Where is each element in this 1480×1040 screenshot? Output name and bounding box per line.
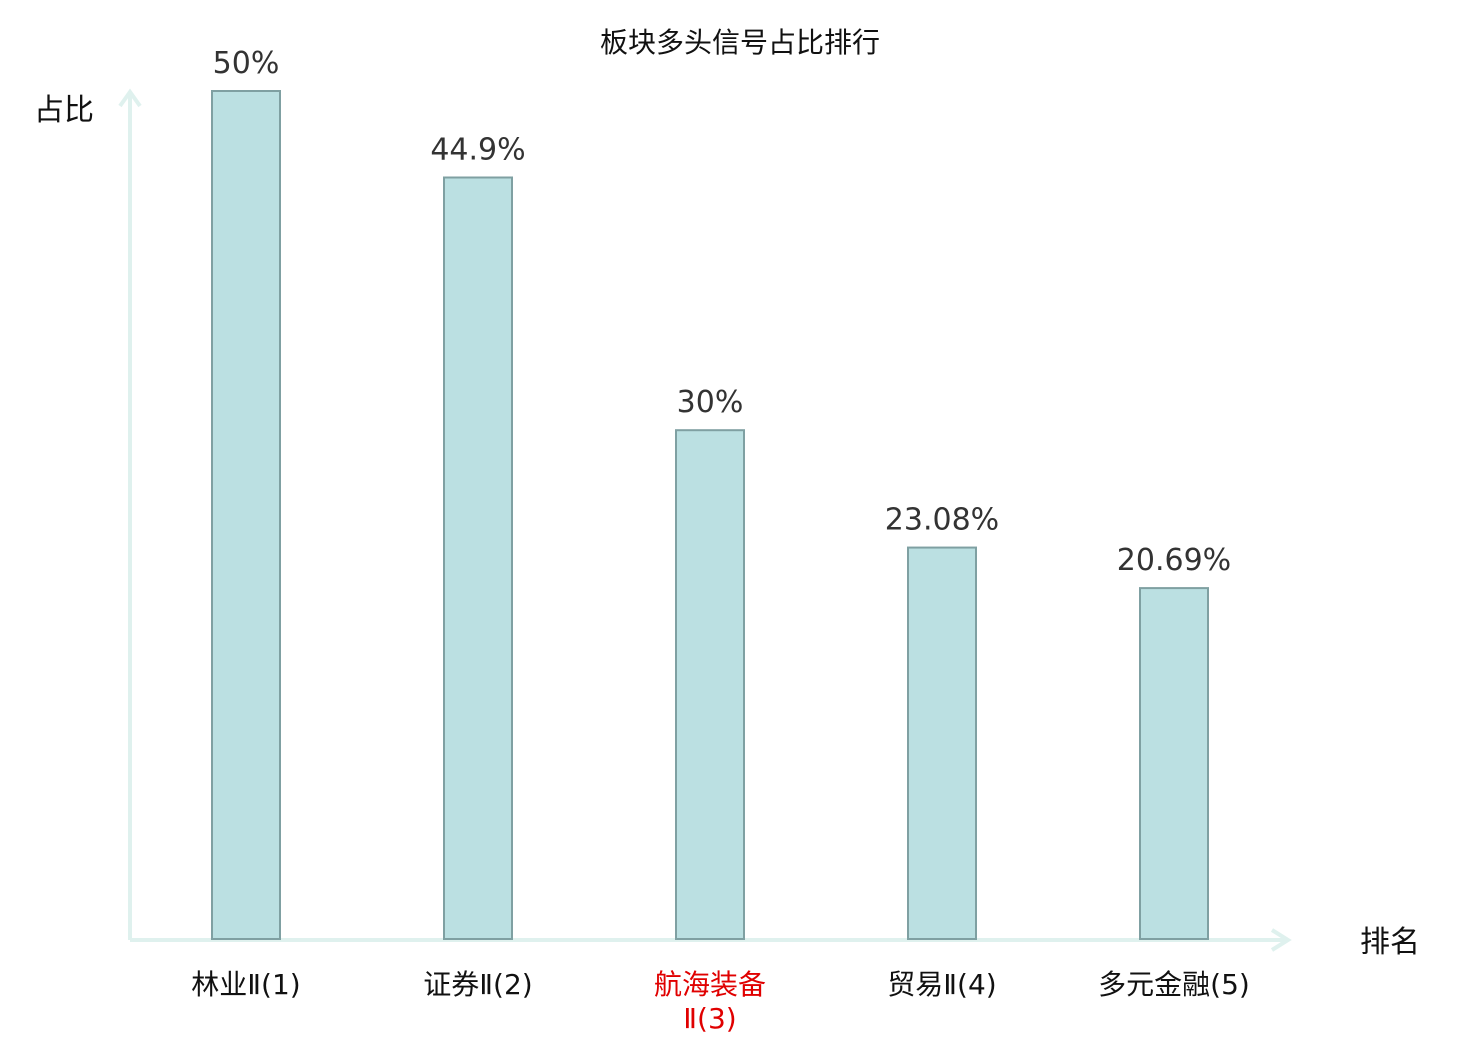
chart-title: 板块多头信号占比排行 — [600, 26, 880, 59]
x-tick-label: 航海装备 — [654, 968, 766, 1001]
bar — [1139, 587, 1209, 940]
y-axis-arrow — [118, 88, 142, 108]
x-tick-label: 证券Ⅱ(2) — [423, 968, 532, 1001]
x-tick-label: 贸易Ⅱ(4) — [887, 968, 996, 1001]
bar-value-label: 30% — [677, 385, 744, 420]
y-axis-label: 占比 — [34, 93, 94, 128]
bar — [443, 176, 513, 941]
bars — [211, 90, 1209, 941]
bar — [211, 90, 281, 940]
bar-value-label: 44.9% — [430, 132, 525, 167]
x-tick-label: Ⅱ(3) — [683, 1002, 736, 1035]
x-tick-label: 林业Ⅱ(1) — [191, 968, 300, 1001]
x-axis-label: 排名 — [1360, 925, 1420, 960]
axes — [118, 88, 1292, 952]
x-axis-arrow — [1270, 928, 1292, 952]
x-tick-label: 多元金融(5) — [1098, 968, 1250, 1001]
value-labels: 50% 44.9% 30% 23.08% 20.69% — [213, 46, 1232, 578]
bar — [907, 546, 977, 940]
bar-value-label: 50% — [213, 46, 280, 81]
bar-value-label: 20.69% — [1117, 543, 1231, 578]
bar-value-label: 23.08% — [885, 503, 999, 538]
bar — [675, 429, 745, 940]
